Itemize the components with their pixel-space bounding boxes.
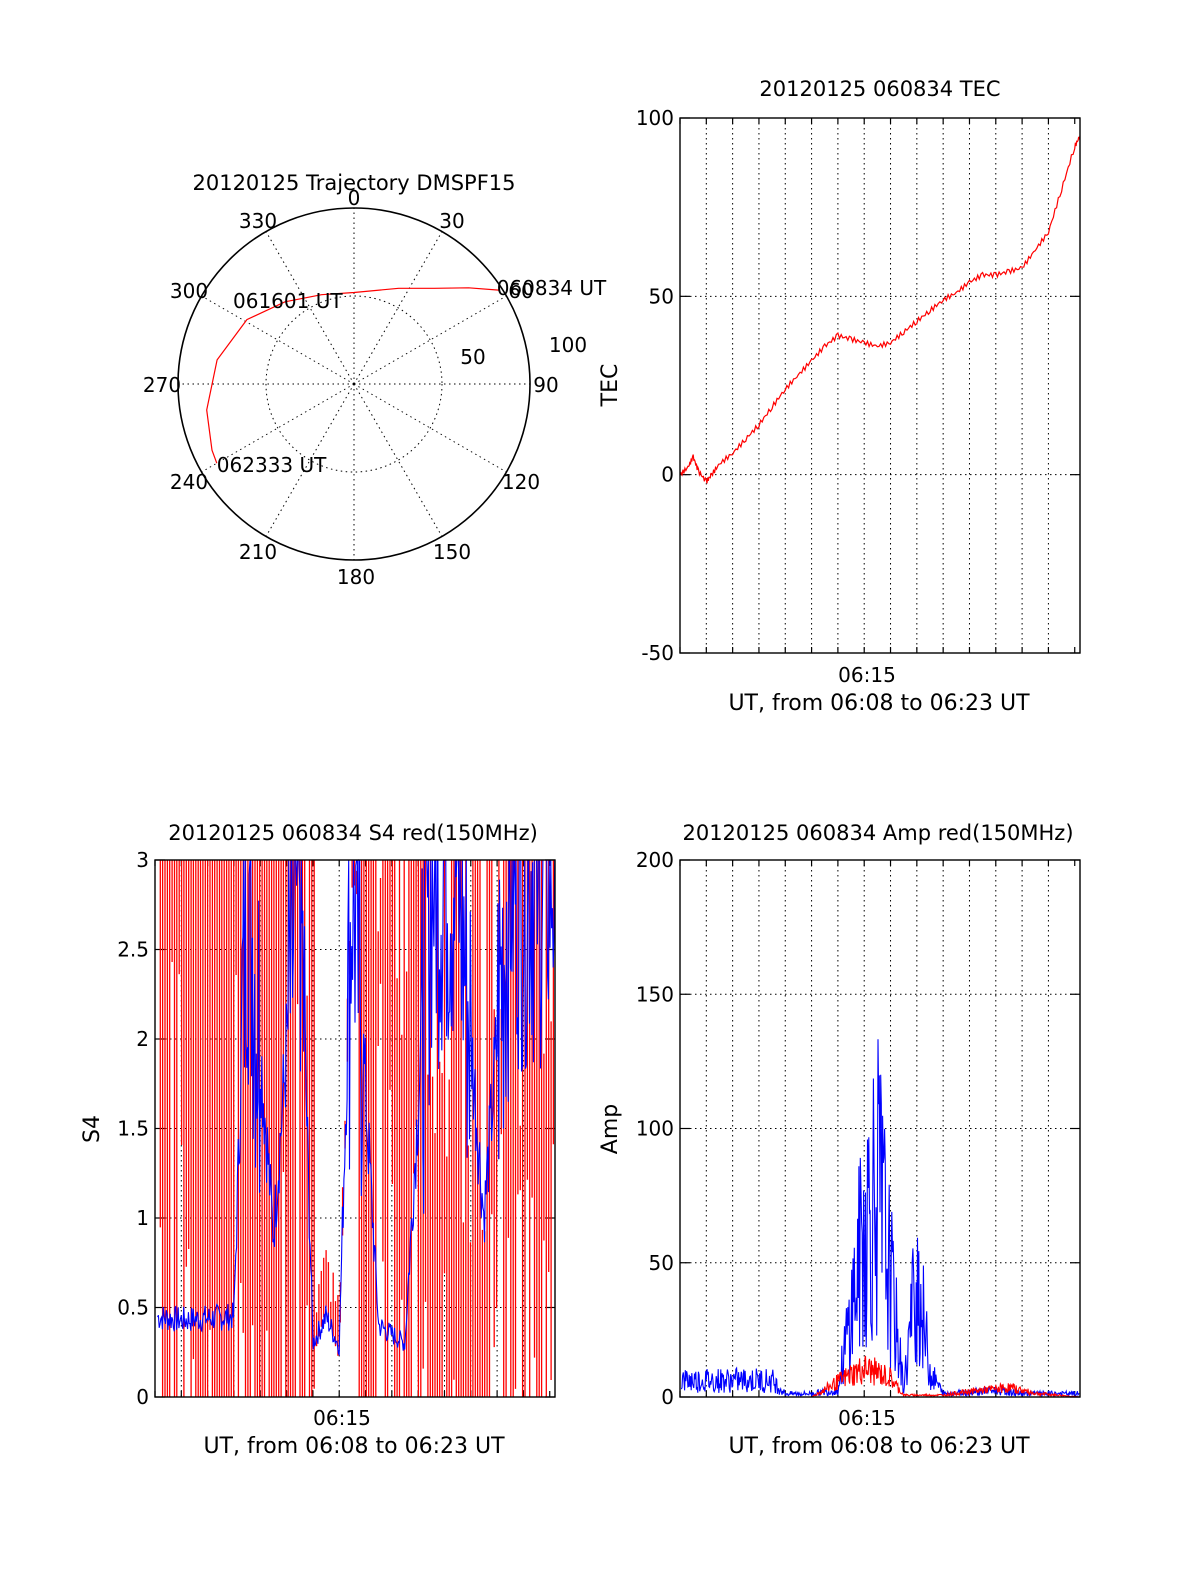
amp-panel: 20120125 060834 Amp red(150MHz) 200 150 10…: [598, 821, 1081, 1459]
y-tick-label: 150: [636, 982, 674, 1006]
y-tick-label: 1: [136, 1206, 149, 1230]
s4-panel: 20120125 060834 S4 red(150MHz) 3 2.5 2 1.5 1…: [80, 821, 556, 1459]
polar-spoke: [353, 383, 443, 537]
amp-x-axis-label: UT, from 06:08 to 06:23 UT: [728, 1434, 1030, 1459]
track-annotations: 060834 UT 061601 UT 062333 UT: [217, 276, 607, 477]
az-label-60: 60: [508, 279, 533, 303]
amp-axes-frame: [679, 859, 1081, 1398]
amp-y-tick-labels: 200 150 100 50 0: [636, 848, 674, 1409]
y-tick-label: 50: [649, 284, 674, 308]
azimuth-labels: 0 30 60 90 120 150 180 210 240 270 300 3…: [143, 186, 559, 589]
az-label-210: 210: [239, 540, 277, 564]
y-tick-label: 0: [136, 1385, 149, 1409]
az-label-330: 330: [239, 209, 277, 233]
az-label-150: 150: [433, 540, 471, 564]
s4-x-tick-label: 06:15: [313, 1406, 371, 1430]
track-annotation: 062333 UT: [217, 453, 327, 477]
amp-x-tick-label: 06:15: [838, 1406, 896, 1430]
track-annotation: 061601 UT: [233, 289, 343, 313]
amp-blue-series-line: [680, 1039, 1080, 1398]
tec-axes-frame: [679, 117, 1081, 654]
y-tick-label: 100: [636, 106, 674, 130]
track-annotation: 060834 UT: [497, 276, 607, 300]
y-tick-label: -50: [641, 641, 674, 665]
amp-y-axis-label: Amp: [598, 1104, 623, 1154]
trajectory-polar-plot: 20120125 Trajectory DMSPF15 0 30 60 90 1…: [143, 171, 607, 589]
trajectory-title: 20120125 Trajectory DMSPF15: [192, 171, 515, 195]
s4-y-tick-labels: 3 2.5 2 1.5 1 0.5 0: [117, 848, 149, 1409]
y-tick-label: 2: [136, 1027, 149, 1051]
az-label-120: 120: [502, 470, 540, 494]
y-tick-label: 200: [636, 848, 674, 872]
tec-x-tick-label: 06:15: [838, 663, 896, 687]
tec-title: 20120125 060834 TEC: [759, 77, 1000, 101]
tec-x-axis-label: UT, from 06:08 to 06:23 UT: [728, 691, 1030, 716]
y-tick-label: 1.5: [117, 1117, 149, 1141]
amp-title: 20120125 060834 Amp red(150MHz): [682, 821, 1073, 845]
y-tick-label: 0: [661, 1385, 674, 1409]
s4-axes-frame: [154, 859, 556, 1398]
az-label-300: 300: [170, 279, 208, 303]
az-label-240: 240: [170, 470, 208, 494]
polar-outer-circle: [177, 207, 531, 561]
tec-grid: [679, 117, 1080, 654]
az-label-180: 180: [337, 565, 375, 589]
polar-grid-circle: [265, 295, 443, 473]
tec-y-tick-labels: 100 50 0 -50: [636, 106, 674, 665]
y-tick-label: 50: [649, 1251, 674, 1275]
y-tick-label: 100: [636, 1117, 674, 1141]
tec-y-axis-label: TEC: [598, 364, 623, 408]
az-label-30: 30: [439, 209, 464, 233]
az-label-270: 270: [143, 373, 181, 397]
s4-red-series: [159, 860, 555, 1397]
az-label-0: 0: [348, 186, 361, 210]
y-tick-label: 3: [136, 848, 149, 872]
radial-label-50: 50: [460, 345, 485, 369]
s4-y-axis-label: S4: [80, 1115, 105, 1143]
y-tick-label: 0.5: [117, 1296, 149, 1320]
s4-blue-series-line: [157, 859, 556, 1357]
y-tick-label: 0: [661, 463, 674, 487]
satellite-track-line: [206, 287, 499, 464]
az-label-90: 90: [533, 373, 558, 397]
radial-label-100: 100: [549, 333, 587, 357]
s4-title: 20120125 060834 S4 red(150MHz): [168, 821, 538, 845]
s4-x-axis-label: UT, from 06:08 to 06:23 UT: [203, 1434, 505, 1459]
y-tick-label: 2.5: [117, 938, 149, 962]
tec-series-line: [679, 135, 1081, 484]
polar-grid: [178, 208, 530, 560]
